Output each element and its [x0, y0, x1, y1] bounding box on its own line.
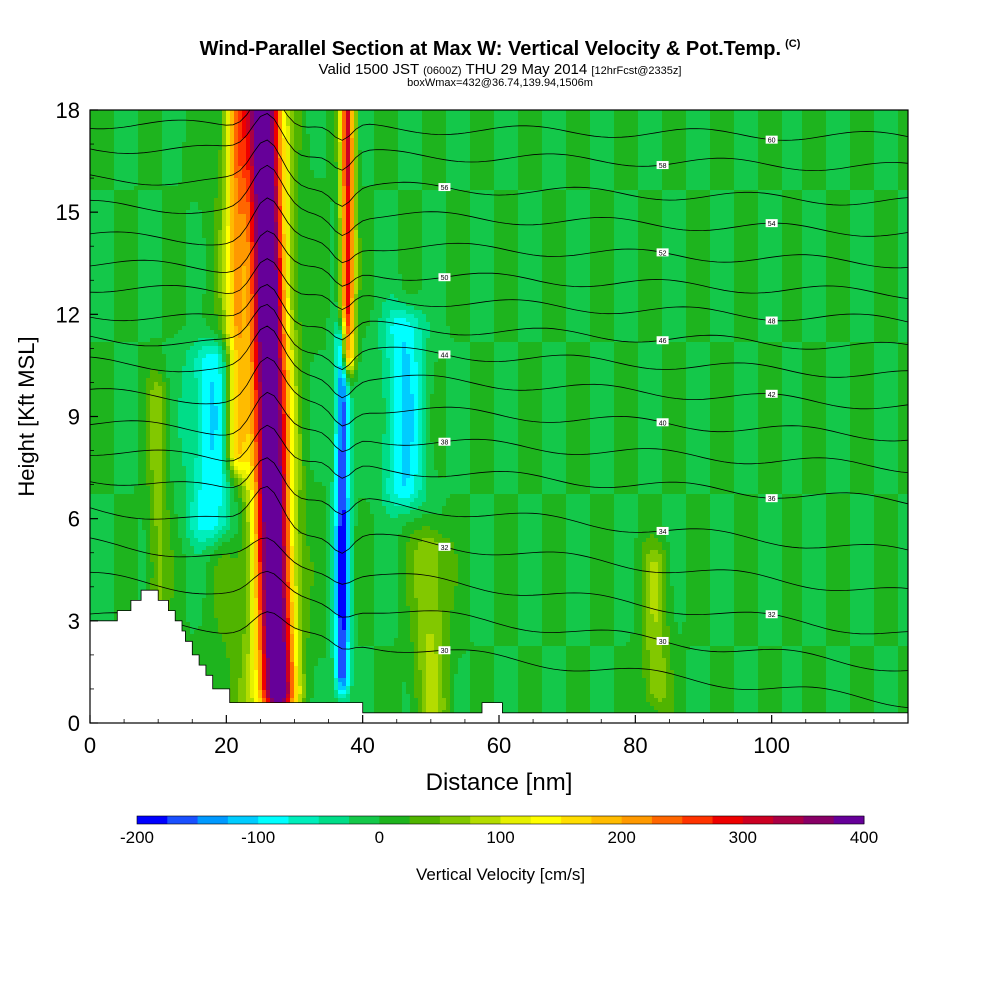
isentrope-label: 46 [659, 338, 667, 345]
cross-section-chart: 303032323436384042444648505254565860 0 20… [0, 0, 1000, 1000]
velocity-field [90, 110, 911, 727]
isentrope-label: 32 [768, 612, 776, 619]
colorbar-swatch [834, 816, 865, 824]
colorbar-swatch [531, 816, 562, 824]
isentrope-label: 38 [441, 440, 449, 447]
colorbar-swatch [258, 816, 289, 824]
colorbar-tick-label: 0 [375, 828, 384, 847]
x-tick-label: 60 [487, 733, 511, 758]
y-tick-label: 12 [56, 302, 80, 327]
isentrope-label: 56 [441, 185, 449, 192]
colorbar-swatch [470, 816, 501, 824]
y-tick-label: 9 [68, 405, 80, 430]
colorbar-swatch [622, 816, 653, 824]
isentrope-label: 30 [441, 648, 449, 655]
x-tick-label: 0 [84, 733, 96, 758]
colorbar-swatch [591, 816, 622, 824]
isentrope-label: 36 [768, 496, 776, 503]
colorbar-swatch [773, 816, 804, 824]
colorbar-label: Vertical Velocity [cm/s] [416, 865, 585, 884]
y-tick-label: 18 [56, 98, 80, 123]
y-tick-label: 3 [68, 609, 80, 634]
colorbar-swatch [561, 816, 592, 824]
colorbar-swatch [167, 816, 198, 824]
colorbar-swatch [743, 816, 774, 824]
colorbar-swatch [319, 816, 350, 824]
colorbar-swatch [440, 816, 471, 824]
colorbar-tick-label: 400 [850, 828, 878, 847]
isentrope-label: 52 [659, 250, 667, 257]
isentrope-label: 54 [768, 221, 776, 228]
colorbar-tick-label: -100 [241, 828, 275, 847]
colorbar-swatch [410, 816, 441, 824]
y-axis-label: Height [Kft MSL] [14, 336, 39, 496]
x-tick-label: 40 [350, 733, 374, 758]
colorbar-swatch [198, 816, 229, 824]
colorbar-swatch [137, 816, 168, 824]
colorbar: -200 -100 0 100 200 300 400 Vertical Velocity [… [120, 816, 878, 884]
colorbar-swatch [288, 816, 319, 824]
colorbar-tick-label: 200 [607, 828, 635, 847]
colorbar-swatch [803, 816, 834, 824]
x-axis-label: Distance [nm] [426, 769, 573, 796]
isentrope-label: 48 [768, 319, 776, 326]
isentrope-label: 34 [659, 529, 667, 536]
isentrope-label: 58 [659, 163, 667, 170]
y-tick-label: 15 [56, 200, 80, 225]
colorbar-tick-label: 100 [486, 828, 514, 847]
colorbar-swatch [228, 816, 259, 824]
isentrope-label: 44 [441, 352, 449, 359]
colorbar-swatch [652, 816, 683, 824]
colorbar-tick-label: -200 [120, 828, 154, 847]
isentrope-label: 32 [441, 545, 449, 552]
isentrope-label: 60 [768, 138, 776, 145]
x-tick-label: 100 [753, 733, 790, 758]
isentrope-label: 30 [659, 639, 667, 646]
colorbar-swatch [349, 816, 380, 824]
y-tick-label: 6 [68, 507, 80, 532]
x-tick-label: 80 [623, 733, 647, 758]
colorbar-swatch [682, 816, 713, 824]
isentrope-label: 42 [768, 392, 776, 399]
colorbar-swatch [379, 816, 410, 824]
y-tick-label: 0 [68, 711, 80, 736]
isentrope-label: 40 [659, 420, 667, 427]
isentrope-label: 50 [441, 275, 449, 282]
colorbar-tick-label: 300 [729, 828, 757, 847]
colorbar-swatch [713, 816, 744, 824]
x-tick-label: 20 [214, 733, 238, 758]
colorbar-swatch [501, 816, 532, 824]
